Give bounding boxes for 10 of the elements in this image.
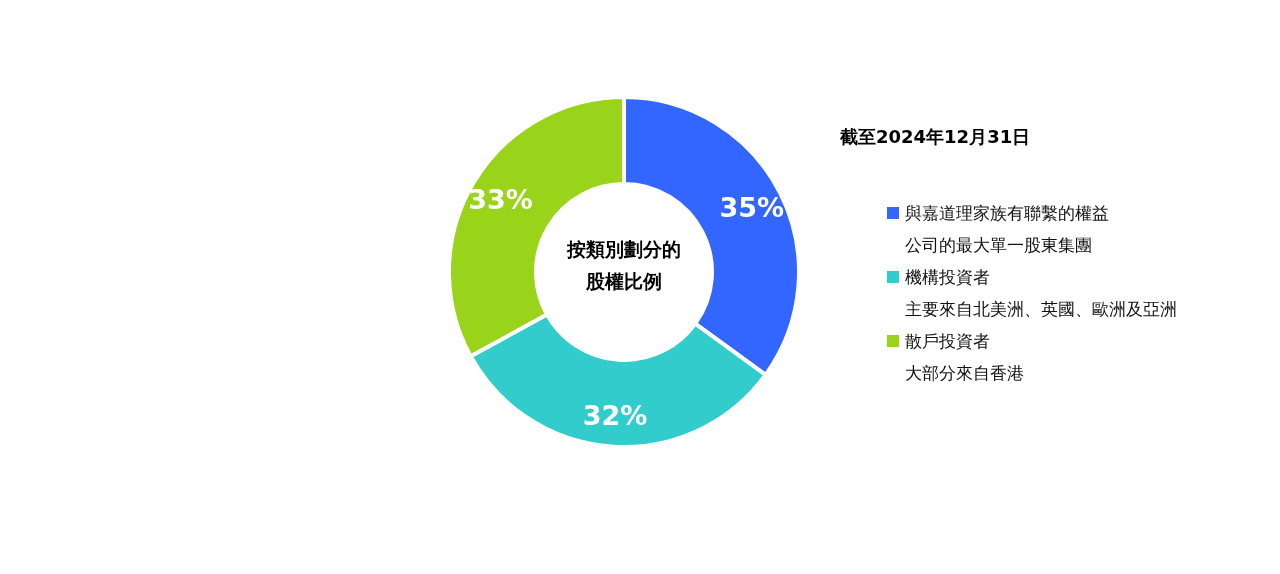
legend-label: 與嘉道理家族有聯繫的權益公司的最大單一股東集團 (905, 203, 1109, 255)
legend-label: 機構投資者 (905, 267, 990, 287)
text: 按類別劃分的股權比例 (566, 238, 681, 292)
data-label: 33% (468, 183, 533, 215)
text: 主要來自北美洲、英國、歐洲及亞洲 (905, 299, 1177, 319)
legend-label: 散戶投資者 (905, 331, 990, 351)
text: 大部分來自香港 (905, 363, 1024, 383)
text: 截至2024年12月31日 (839, 126, 1031, 147)
data-label: 32% (582, 400, 648, 432)
data-label: 35% (719, 191, 785, 223)
